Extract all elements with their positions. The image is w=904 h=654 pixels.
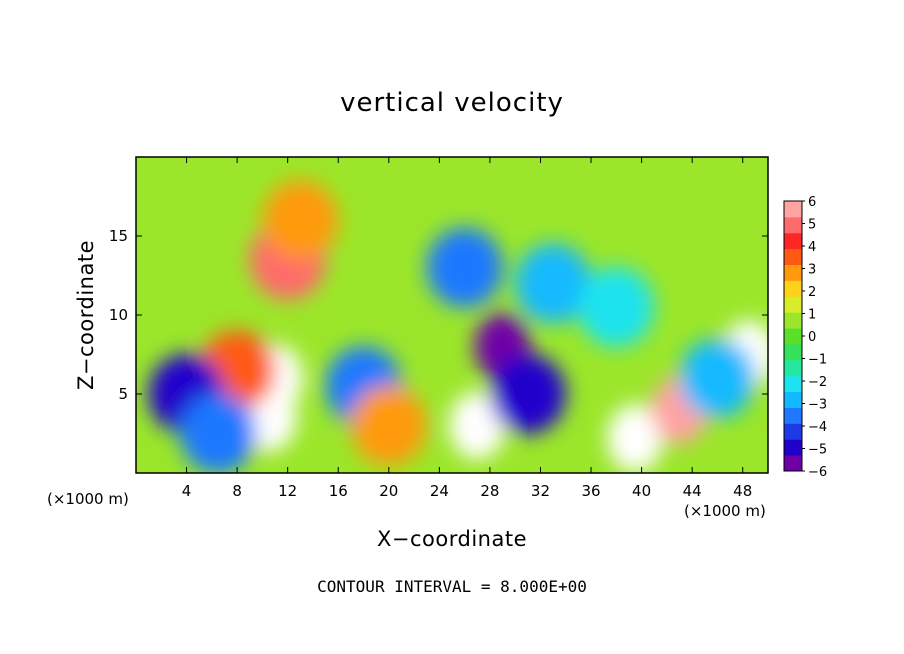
y-unit-label: (×1000 m) <box>47 490 129 508</box>
colorbar-swatch <box>784 312 802 329</box>
colorbar-swatch <box>784 343 802 361</box>
x-tick-label: 48 <box>733 482 752 500</box>
colorbar-tick-label: 0 <box>808 330 816 345</box>
x-tick-label: 20 <box>379 482 398 500</box>
field-feature <box>578 267 655 348</box>
colorbar-swatch <box>784 248 802 266</box>
colorbar: 6 5 4 3 2 1 0 −1 −2 −3 −4 −5 −6 <box>783 195 827 480</box>
y-axis-title: Z−coordinate <box>74 240 98 390</box>
colorbar-swatch <box>784 264 802 281</box>
colorbar-swatch <box>784 232 802 250</box>
x-tick-label: 44 <box>683 482 702 500</box>
field-feature <box>515 243 592 324</box>
colorbar-swatch <box>784 455 802 472</box>
colorbar-swatch <box>784 296 802 313</box>
colorbar-tick-label: 5 <box>808 218 816 233</box>
field-features <box>148 180 768 473</box>
colorbar-swatch <box>784 375 802 393</box>
colorbar-swatch <box>784 328 802 345</box>
x-tick-label: 4 <box>182 482 192 500</box>
chart-title: vertical velocity <box>340 88 564 118</box>
colorbar-tick-label: 4 <box>808 240 816 255</box>
colorbar-swatch <box>784 201 802 218</box>
y-tick-label: 15 <box>109 227 128 245</box>
colorbar-swatch <box>784 423 802 440</box>
field-feature <box>607 404 664 473</box>
colorbar-tick-label: −2 <box>808 375 827 390</box>
x-axis: 4 8 12 16 20 24 28 32 36 40 44 48 <box>182 157 752 500</box>
heatmap-field <box>136 157 768 473</box>
colorbar-tick-label: −5 <box>808 443 827 458</box>
field-feature <box>262 180 339 261</box>
colorbar-tick-label: 3 <box>808 263 816 278</box>
colorbar-tick-label: −6 <box>808 465 827 480</box>
field-feature <box>350 385 427 466</box>
colorbar-tick-label: 2 <box>808 285 816 300</box>
x-unit-label: (×1000 m) <box>684 502 766 520</box>
x-axis-title: X−coordinate <box>377 527 527 551</box>
x-tick-label: 12 <box>278 482 297 500</box>
x-tick-label: 28 <box>480 482 499 500</box>
colorbar-swatch <box>784 359 802 377</box>
colorbar-tick-label: −1 <box>808 353 827 368</box>
y-axis: 5 10 15 <box>109 227 768 403</box>
field-feature <box>180 393 257 473</box>
colorbar-swatch <box>784 280 802 297</box>
field-feature <box>489 354 566 434</box>
field-feature <box>679 338 756 419</box>
x-tick-label: 24 <box>430 482 449 500</box>
colorbar-swatch <box>784 407 802 424</box>
colorbar-swatch <box>784 439 802 456</box>
contour-interval-note: CONTOUR INTERVAL = 8.000E+00 <box>317 577 587 596</box>
colorbar-tick-label: 1 <box>808 308 816 323</box>
y-tick-label: 10 <box>109 306 128 324</box>
field-feature <box>449 391 506 460</box>
x-tick-label: 16 <box>329 482 348 500</box>
x-tick-label: 36 <box>581 482 600 500</box>
colorbar-swatch <box>784 216 802 234</box>
colorbar-swatch <box>784 391 802 408</box>
y-tick-label: 5 <box>118 385 128 403</box>
x-tick-label: 40 <box>632 482 651 500</box>
field-feature <box>426 227 503 308</box>
colorbar-tick-label: 6 <box>808 195 816 210</box>
x-tick-label: 8 <box>232 482 242 500</box>
colorbar-tick-label: −4 <box>808 420 827 435</box>
colorbar-tick-label: −3 <box>808 398 827 413</box>
x-tick-label: 32 <box>531 482 550 500</box>
